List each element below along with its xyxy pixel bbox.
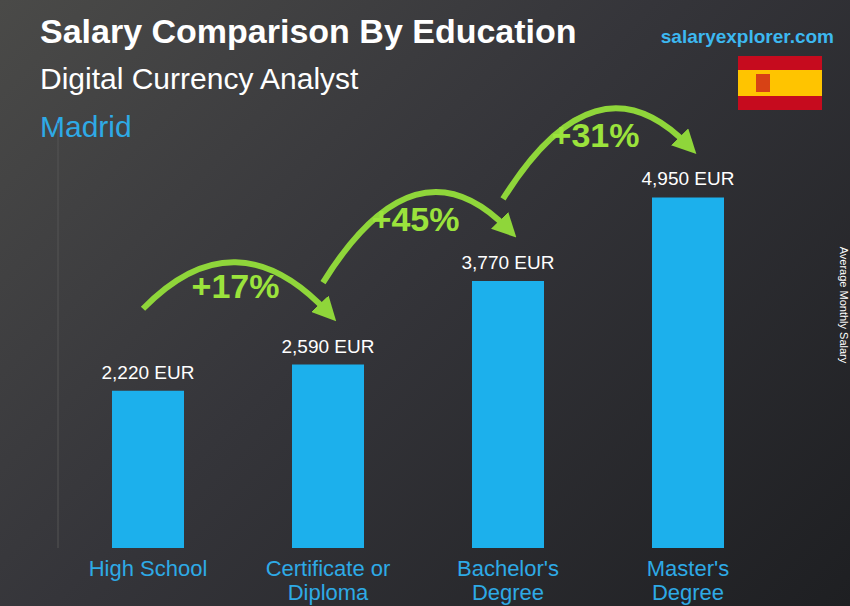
svg-text:Degree: Degree <box>472 580 544 605</box>
svg-text:Average Monthly Salary: Average Monthly Salary <box>838 247 842 364</box>
svg-text:High School: High School <box>89 556 208 581</box>
html-text:Madrid: Madrid <box>40 110 132 143</box>
svg-text:+31%: +31% <box>552 116 640 154</box>
svg-text:Diploma: Diploma <box>288 580 369 605</box>
svg-text:Bachelor's: Bachelor's <box>457 556 559 581</box>
svg-text:Degree: Degree <box>652 580 724 605</box>
svg-text:+45%: +45% <box>372 200 460 238</box>
svg-text:Certificate or: Certificate or <box>266 556 391 581</box>
html-text:Digital Currency Analyst: Digital Currency Analyst <box>40 62 359 95</box>
svg-text:3,770 EUR: 3,770 EUR <box>462 252 555 273</box>
html-text:Salary Comparison By Education: Salary Comparison By Education <box>40 12 577 50</box>
svg-text:4,950 EUR: 4,950 EUR <box>642 168 735 189</box>
svg-text:Master's: Master's <box>647 556 729 581</box>
svg-text:+17%: +17% <box>192 267 280 305</box>
svg-text:2,220 EUR: 2,220 EUR <box>102 362 195 383</box>
svg-text:2,590 EUR: 2,590 EUR <box>282 336 375 357</box>
html-text:salaryexplorer.com: salaryexplorer.com <box>660 26 834 47</box>
